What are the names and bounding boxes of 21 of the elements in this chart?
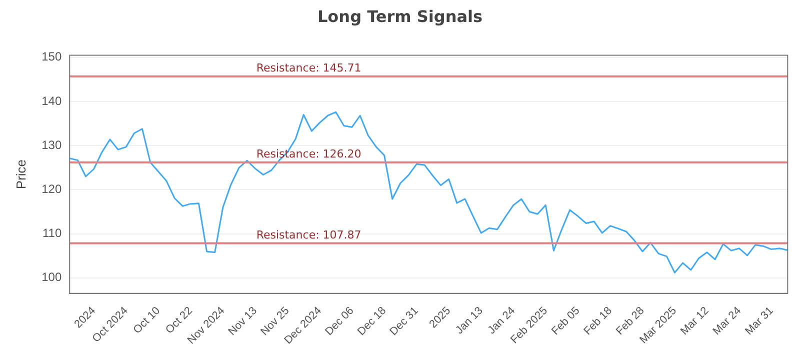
x-tick-label: Mar 31: [743, 304, 776, 338]
x-tick-label: Oct 10: [131, 304, 163, 336]
x-tick-label: Dec 18: [355, 304, 389, 338]
x-tick-label: Dec 31: [388, 304, 421, 338]
x-tick-label: Mar 12: [678, 304, 712, 338]
y-tick-label: 130: [42, 138, 62, 152]
y-tick-label: 110: [42, 226, 62, 240]
x-tick-label: Nov 13: [226, 304, 260, 338]
ref-line-label: Resistance: 145.71: [256, 62, 362, 75]
y-tick-label: 140: [42, 94, 62, 108]
x-tick-label: Mar 24: [710, 304, 744, 338]
y-tick-label: 100: [42, 270, 62, 284]
x-tick-label: Feb 18: [582, 304, 614, 338]
chart-title: Long Term Signals: [317, 6, 483, 26]
y-axis-title: Price: [13, 159, 28, 190]
x-tick-label: Jan 13: [454, 304, 486, 337]
y-tick-label: 150: [42, 50, 62, 64]
ref-line-label: Resistance: 107.87: [256, 228, 362, 242]
y-tick-label: 120: [42, 182, 62, 196]
x-tick-label: Feb 05: [549, 304, 582, 338]
x-tick-label: Dec 06: [323, 304, 356, 338]
